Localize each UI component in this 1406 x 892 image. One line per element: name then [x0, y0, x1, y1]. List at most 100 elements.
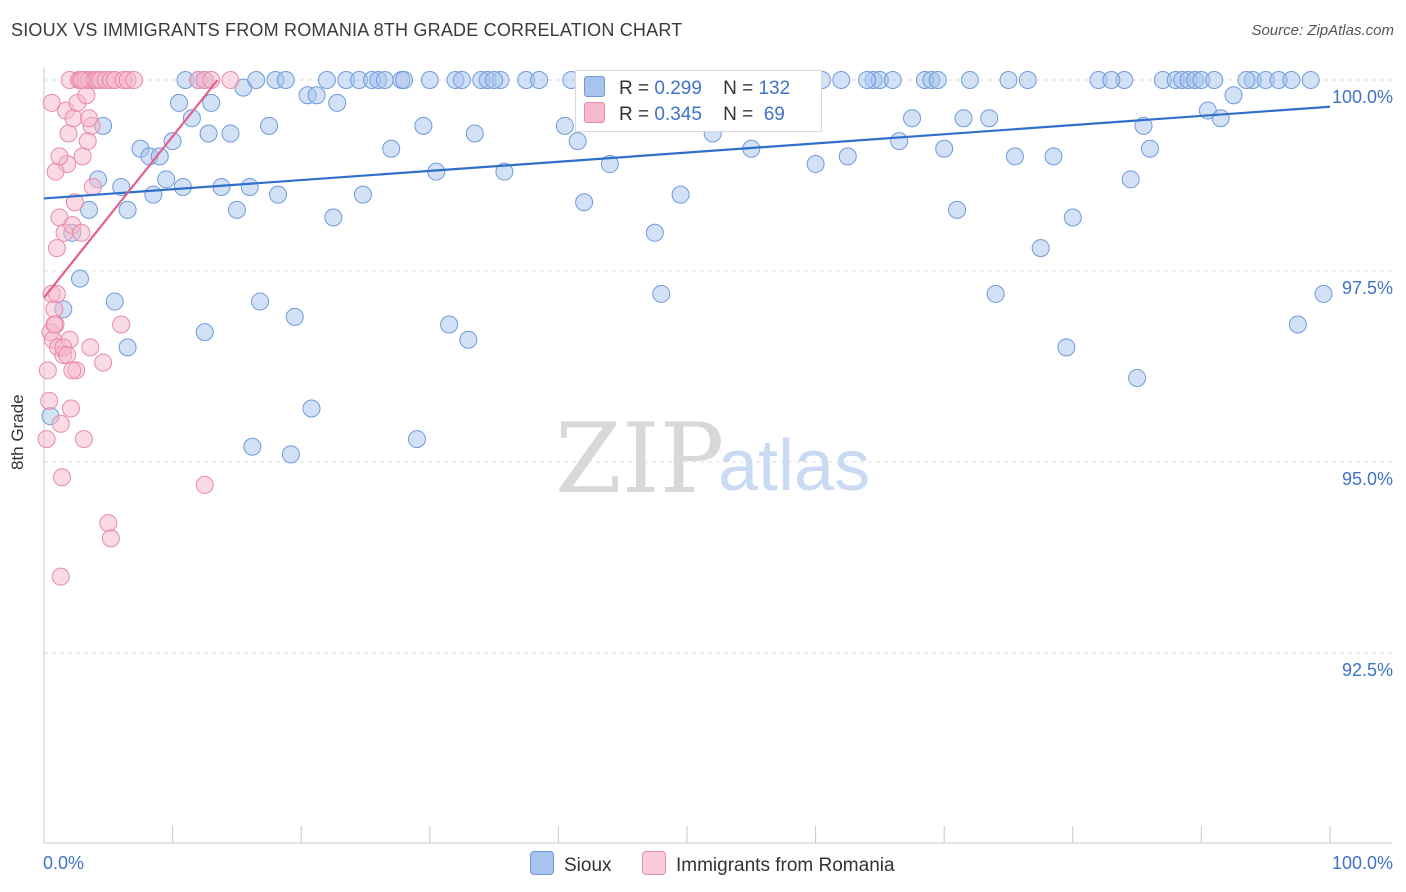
- sioux-point: [452, 71, 471, 89]
- sioux-point: [1121, 170, 1140, 189]
- romania-point: [77, 86, 96, 105]
- sioux-point: [281, 445, 300, 464]
- sioux-point: [260, 116, 279, 135]
- stats-row-romania: R = 0.345 N = 69: [584, 102, 785, 126]
- sioux-point: [954, 109, 973, 128]
- legend-label-sioux: Sioux: [564, 855, 612, 876]
- romania-point: [47, 239, 66, 258]
- legend-label-romania: Immigrants from Romania: [676, 855, 895, 876]
- r-label: R =: [619, 78, 650, 99]
- sioux-point: [407, 430, 426, 449]
- sioux-point: [645, 223, 664, 242]
- sioux-point: [465, 124, 484, 143]
- y-tick-label: 97.5%: [1342, 278, 1393, 298]
- sioux-point: [1044, 147, 1063, 166]
- sioux-point: [195, 323, 214, 342]
- sioux-point: [1128, 368, 1147, 387]
- watermark-atlas: atlas: [718, 426, 870, 506]
- watermark-zip: ZIP: [555, 403, 724, 515]
- sioux-point: [112, 177, 131, 196]
- sioux-point: [221, 124, 240, 143]
- legend-swatch-romania: [642, 851, 666, 875]
- y-tick-label: 100.0%: [1332, 87, 1393, 107]
- sioux-point: [986, 284, 1005, 303]
- sioux-point: [240, 177, 259, 196]
- romania-point: [101, 529, 120, 548]
- sioux-point: [1134, 116, 1153, 135]
- romania-point: [37, 430, 56, 449]
- sioux-point: [575, 193, 594, 212]
- romania-point: [58, 346, 77, 365]
- romania-point: [94, 353, 113, 372]
- romania-point: [81, 338, 100, 357]
- sioux-point: [555, 116, 574, 135]
- stats-legend: R = 0.299 N = 132 R = 0.345 N = 69: [575, 70, 822, 132]
- sioux-point: [530, 71, 549, 89]
- sioux-point: [1102, 71, 1121, 89]
- romania-point: [46, 162, 65, 181]
- sioux-point: [71, 269, 90, 288]
- axes: [43, 68, 1392, 844]
- sioux-point: [182, 109, 201, 128]
- sioux-point: [600, 155, 619, 174]
- sioux-point: [199, 124, 218, 143]
- romania-point: [40, 391, 59, 410]
- romania-point: [38, 361, 57, 380]
- romania-point: [51, 414, 70, 433]
- sioux-point: [157, 170, 176, 189]
- grid-lines: [44, 79, 1392, 654]
- sioux-point: [170, 93, 189, 112]
- romania-point: [80, 109, 99, 128]
- sioux-point: [806, 155, 825, 174]
- sioux-point: [269, 185, 288, 204]
- sioux-point: [118, 200, 137, 219]
- romania-point: [72, 71, 91, 89]
- sioux-point: [1282, 71, 1301, 89]
- sioux-point: [838, 147, 857, 166]
- sioux-point: [227, 200, 246, 219]
- sioux-point: [652, 284, 671, 303]
- romania-point: [53, 468, 72, 487]
- romania-point: [73, 147, 92, 166]
- romania-point: [45, 300, 64, 319]
- sioux-point: [382, 139, 401, 158]
- r-label: R =: [619, 104, 650, 125]
- sioux-point: [307, 86, 326, 105]
- sioux-point: [1301, 71, 1320, 89]
- romania-trend-line: [43, 79, 219, 299]
- sioux-point: [1211, 109, 1230, 128]
- n-value-sioux: 132: [758, 78, 791, 99]
- sioux-trend-line: [43, 105, 1331, 200]
- romania-point: [99, 514, 118, 533]
- y-tick-labels: 100.0% 97.5% 95.0% 92.5%: [1332, 87, 1393, 680]
- romania-point: [125, 71, 144, 89]
- sioux-point: [1314, 284, 1333, 303]
- sioux-point: [928, 71, 947, 89]
- sioux-point: [935, 139, 954, 158]
- sioux-swatch: [584, 76, 605, 97]
- n-label: N =: [723, 78, 754, 99]
- y-tick-label: 95.0%: [1342, 469, 1393, 489]
- sioux-point: [118, 338, 137, 357]
- sioux-point: [173, 177, 192, 196]
- romania-swatch: [584, 102, 605, 123]
- sioux-point: [285, 307, 304, 326]
- sioux-point: [414, 116, 433, 135]
- romania-point: [78, 132, 97, 151]
- romania-point: [50, 147, 69, 166]
- romania-point: [45, 315, 64, 334]
- sioux-point: [1018, 71, 1037, 89]
- y-tick-label: 92.5%: [1342, 660, 1393, 680]
- sioux-point: [960, 71, 979, 89]
- series-immigrants-from-romania: [37, 71, 240, 586]
- sioux-point: [980, 109, 999, 128]
- sioux-point: [1063, 208, 1082, 227]
- sioux-point: [1057, 338, 1076, 357]
- romania-point: [64, 109, 83, 128]
- sioux-point: [1237, 71, 1256, 89]
- sioux-point: [459, 330, 478, 349]
- sioux-point: [324, 208, 343, 227]
- legend-swatch-sioux: [530, 851, 554, 875]
- sioux-point: [163, 132, 182, 151]
